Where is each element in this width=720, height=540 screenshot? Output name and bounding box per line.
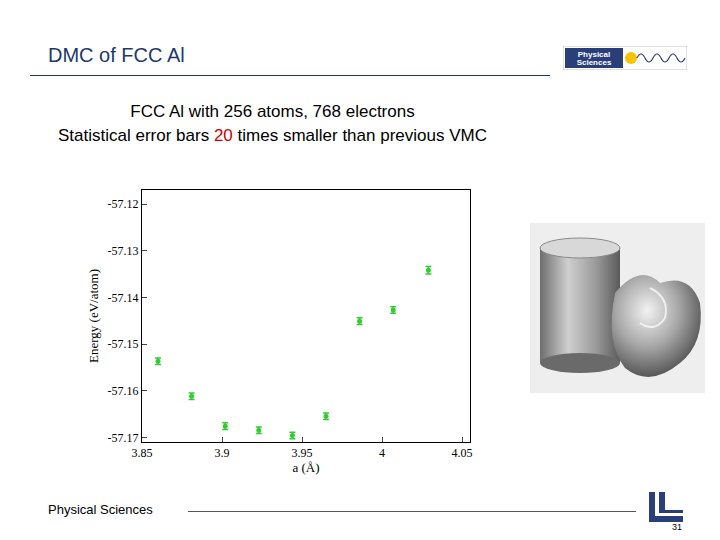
svg-text:-57.16: -57.16 xyxy=(108,384,139,398)
svg-text:4: 4 xyxy=(379,446,385,460)
svg-text:-57.15: -57.15 xyxy=(108,337,139,351)
html-text:FCC Al with 256 atoms, 768 ele: FCC Al with 256 atoms, 768 electrons xyxy=(130,102,415,121)
svg-text:Sciences: Sciences xyxy=(577,58,612,67)
html-text:31: 31 xyxy=(672,522,682,532)
html-text:Physical Sciences: Physical Sciences xyxy=(48,502,153,517)
svg-text:-57.14: -57.14 xyxy=(108,291,139,305)
svg-text:3.9: 3.9 xyxy=(215,446,230,460)
svg-text:4.05: 4.05 xyxy=(452,446,473,460)
svg-text:Physical: Physical xyxy=(577,49,611,59)
svg-text:-57.12: -57.12 xyxy=(108,197,139,211)
svg-text:3.95: 3.95 xyxy=(292,446,313,460)
svg-text:-57.17: -57.17 xyxy=(108,431,139,445)
html-text:DMC of FCC Al: DMC of FCC Al xyxy=(48,44,185,66)
svg-text:3.85: 3.85 xyxy=(132,446,153,460)
html-text:Statistical error bars 20 time: Statistical error bars 20 times smaller … xyxy=(58,126,487,145)
svg-text:-57.13: -57.13 xyxy=(108,244,139,258)
svg-text:Energy (eV/atom): Energy (eV/atom) xyxy=(86,269,101,363)
svg-text:a (Å): a (Å) xyxy=(292,460,319,475)
